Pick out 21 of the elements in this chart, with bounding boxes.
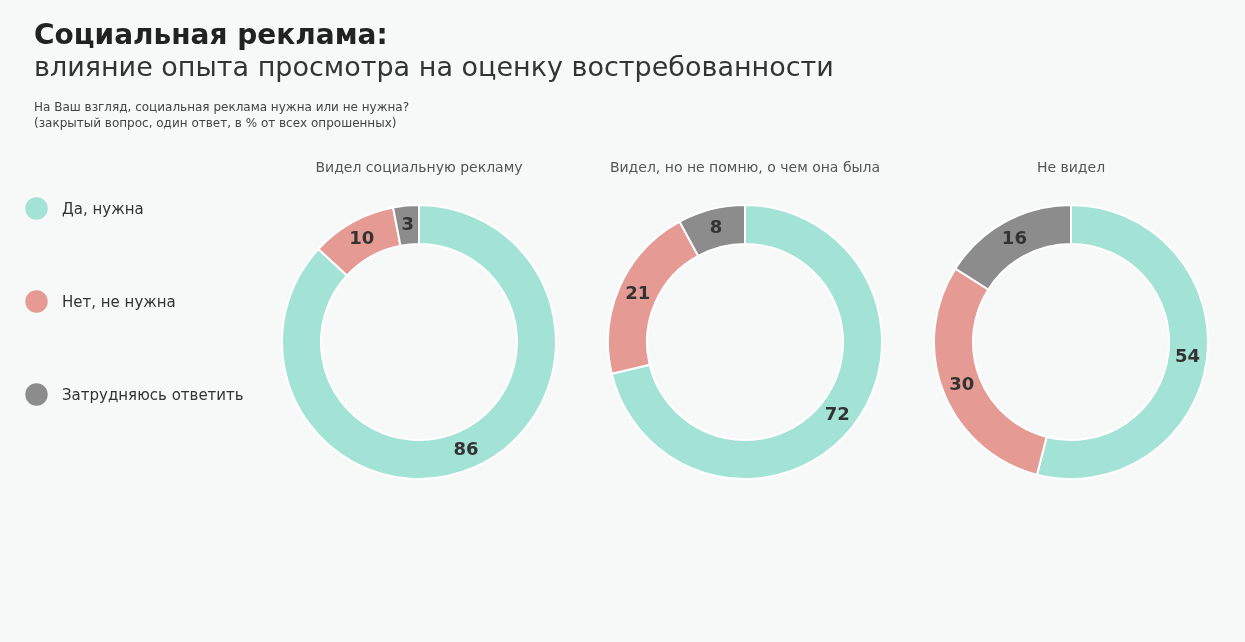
text: влияние опыта просмотра на оценку востребованности (34, 51, 835, 82)
data-label: 30 (949, 373, 975, 395)
data-label: 54 (1175, 344, 1201, 366)
data-label: 86 (453, 437, 479, 459)
text: На Ваш взгляд, социальная реклама нужна или не нужна? (34, 100, 411, 114)
text: Социальная реклама: (34, 18, 389, 51)
chart-title: Не видел (1036, 159, 1106, 175)
legend-label: Затрудняюсь ответить (62, 385, 244, 404)
data-label: 8 (709, 216, 723, 238)
data-label: 16 (1001, 227, 1027, 249)
chart-title: Видел, но не помню, о чем она была (609, 159, 881, 175)
data-label: 72 (824, 402, 850, 424)
chart-title: Видел социальную рекламу (315, 159, 523, 175)
data-label: 21 (625, 282, 651, 304)
data-label: 10 (349, 227, 375, 249)
legend-label: Да, нужна (62, 199, 144, 218)
text: (закрытый вопрос, один ответ, в % от всех опрошенных) (34, 116, 398, 130)
donut-slice (281, 204, 557, 480)
legend-label: Нет, не нужна (62, 292, 176, 311)
donut-slice (610, 204, 883, 480)
data-label: 3 (401, 213, 415, 235)
